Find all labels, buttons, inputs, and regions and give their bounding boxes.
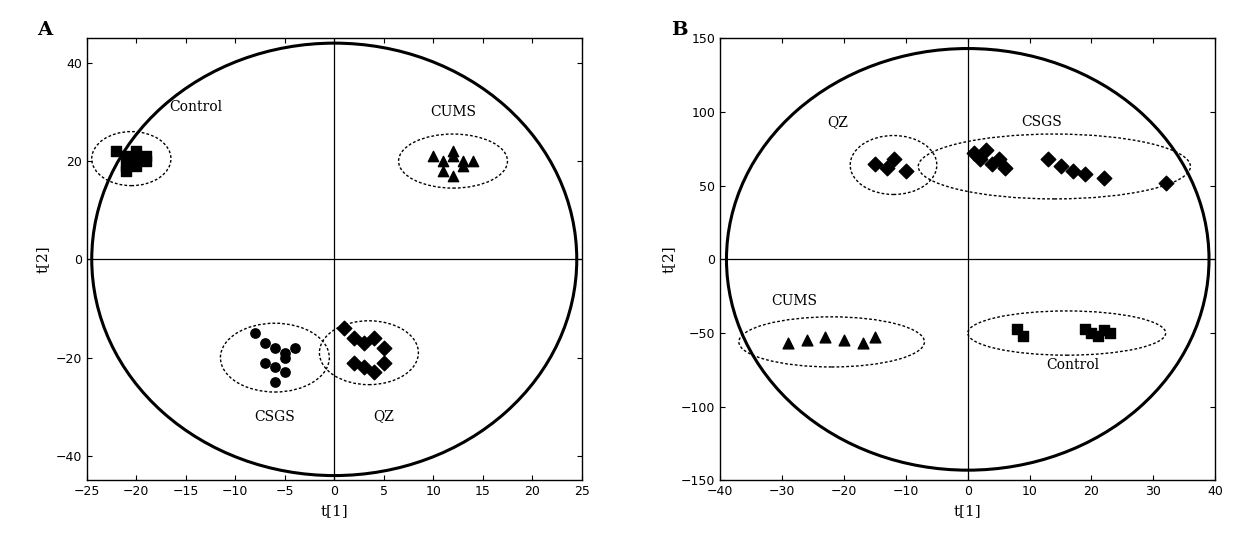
Point [994,164,1014,173]
Point [453,157,472,165]
Text: Control: Control [1047,359,1100,372]
Text: CUMS: CUMS [430,105,476,119]
Point [1007,324,1027,333]
Text: CSGS: CSGS [254,410,295,424]
Point [1081,329,1101,337]
Point [1094,174,1114,182]
Point [275,368,295,377]
Point [1075,324,1095,333]
Point [970,155,990,163]
Point [463,157,482,165]
Point [1087,331,1107,340]
Point [265,363,285,372]
Point [897,167,916,175]
Point [246,329,265,337]
Point [345,334,365,342]
Point [275,353,295,362]
Point [255,339,275,347]
Point [126,147,146,156]
Point [373,358,393,367]
Point [878,164,898,173]
Point [117,162,136,170]
Point [275,348,295,357]
Point [443,147,463,156]
Point [355,363,374,372]
Point [443,171,463,180]
Point [866,159,885,168]
Point [453,162,472,170]
Point [779,339,799,348]
Point [1038,155,1058,163]
Point [117,167,136,175]
Point [107,147,126,156]
Point [866,333,885,342]
Text: CSGS: CSGS [1022,115,1063,129]
Point [853,339,873,348]
Point [423,152,443,161]
Point [363,368,383,377]
Point [117,152,136,161]
Point [433,167,453,175]
Point [335,324,355,333]
Text: QZ: QZ [373,410,394,424]
Text: QZ: QZ [827,115,848,129]
Point [1050,162,1070,171]
Y-axis label: t[2]: t[2] [36,246,50,273]
Point [988,155,1008,163]
Point [265,378,285,387]
Text: CUMS: CUMS [771,294,817,307]
Point [1094,326,1114,335]
Point [363,334,383,342]
Point [1075,169,1095,178]
Text: Control: Control [169,100,222,114]
Point [136,152,156,161]
Point [126,162,146,170]
Point [816,333,836,342]
Point [373,343,393,352]
Point [255,358,275,367]
Text: B: B [671,21,687,39]
Point [976,146,996,155]
Point [884,155,904,163]
Point [1100,329,1120,337]
X-axis label: t[1]: t[1] [954,504,982,518]
Y-axis label: t[2]: t[2] [661,246,676,273]
Text: A: A [37,21,52,39]
Point [963,149,983,158]
Point [433,157,453,165]
Point [345,358,365,367]
Point [797,336,817,345]
Point [126,157,146,165]
Point [355,339,374,347]
Point [1013,331,1033,340]
X-axis label: t[1]: t[1] [320,504,348,518]
Point [1063,167,1083,175]
Point [835,336,854,345]
Point [285,343,305,352]
Point [1156,179,1176,187]
Point [136,157,156,165]
Point [443,152,463,161]
Point [982,159,1002,168]
Point [265,343,285,352]
